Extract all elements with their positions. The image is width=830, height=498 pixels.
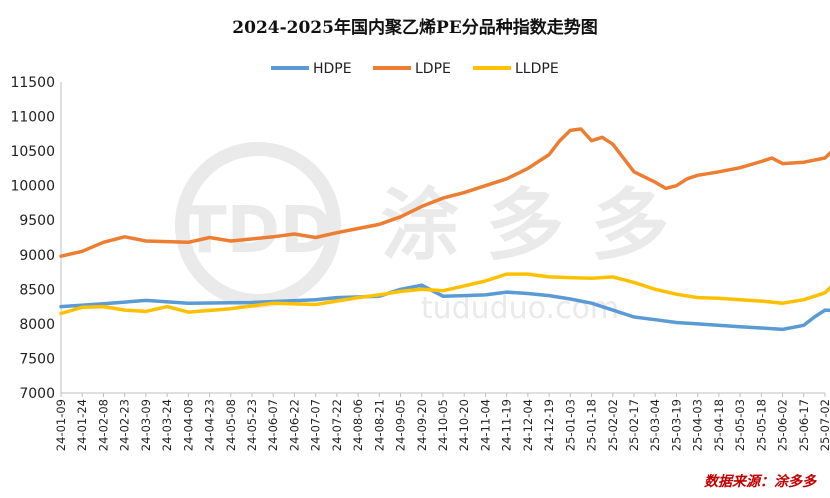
watermark-text: 涂 多 多 <box>381 181 669 271</box>
y-tick-label: 10000 <box>10 179 55 195</box>
x-tick-label: 25-04-03 <box>691 399 705 451</box>
x-tick-label: 24-05-23 <box>245 399 259 451</box>
x-tick-label: 24-06-07 <box>266 399 280 451</box>
y-tick-label: 9000 <box>19 248 55 264</box>
legend-label-hdpe: HDPE <box>313 61 352 77</box>
x-tick-label: 24-07-07 <box>309 399 323 451</box>
x-tick-label: 25-03-04 <box>648 399 662 451</box>
x-tick-label: 24-04-08 <box>181 399 195 451</box>
x-tick-label: 24-05-08 <box>224 399 238 451</box>
x-tick-label: 24-03-09 <box>139 399 153 451</box>
series-line-lldpe <box>59 272 830 316</box>
y-tick-label: 11000 <box>10 110 55 126</box>
x-tick-label: 25-06-02 <box>776 399 790 451</box>
y-tick-label: 7000 <box>19 386 55 402</box>
x-tick-label: 24-11-04 <box>478 399 492 451</box>
x-tick-label: 25-02-17 <box>627 399 641 451</box>
series-line-ldpe <box>59 127 830 258</box>
x-tick-label: 25-06-17 <box>797 399 811 451</box>
x-tick-label: 24-12-04 <box>521 399 535 451</box>
x-tick-label: 24-07-22 <box>330 399 344 451</box>
x-tick-label: 25-04-18 <box>712 399 726 451</box>
series-group <box>59 127 830 332</box>
x-tick-label: 25-05-03 <box>733 399 747 451</box>
x-tick-label: 24-01-09 <box>54 399 68 451</box>
y-tick-label: 11500 <box>10 75 55 91</box>
watermark-logo-text: TDD <box>183 194 333 268</box>
x-tick-label: 25-05-18 <box>754 399 768 451</box>
x-tick-label: 24-10-20 <box>457 399 471 451</box>
x-tick-label: 25-07-02 <box>818 399 830 451</box>
x-tick-label: 24-09-05 <box>394 399 408 451</box>
y-tick-label: 7500 <box>19 351 55 367</box>
x-tick-label: 24-04-23 <box>203 399 217 451</box>
x-tick-label: 25-03-19 <box>669 399 683 451</box>
y-tick-label: 8500 <box>19 282 55 298</box>
y-tick-label: 10500 <box>10 144 55 160</box>
x-tick-label: 24-03-24 <box>160 399 174 451</box>
legend: HDPE LDPE LLDPE <box>271 61 559 77</box>
y-tick-label: 8000 <box>19 317 55 333</box>
x-tick-label: 24-02-08 <box>96 399 110 451</box>
x-tick-label: 24-10-05 <box>436 399 450 451</box>
x-tick-label: 24-12-19 <box>542 399 556 451</box>
x-tick-label: 25-02-02 <box>606 399 620 451</box>
x-tick-label: 24-01-24 <box>75 399 89 451</box>
x-tick-label: 24-11-19 <box>500 399 514 451</box>
x-tick-label: 24-02-23 <box>118 399 132 451</box>
y-tick-label: 9500 <box>19 213 55 229</box>
x-tick-label: 24-06-22 <box>287 399 301 451</box>
x-tick-label: 24-08-21 <box>372 399 386 451</box>
legend-label-lldpe: LLDPE <box>515 61 559 77</box>
x-tick-label: 25-01-18 <box>585 399 599 451</box>
chart-title: 2024-2025年国内聚乙烯PE分品种指数走势图 <box>232 17 597 38</box>
x-tick-label: 24-09-20 <box>415 399 429 451</box>
legend-label-ldpe: LDPE <box>415 61 451 77</box>
source-note: 数据来源：涂多多 <box>704 473 817 490</box>
x-tick-label: 24-08-06 <box>351 399 365 451</box>
x-tick-label: 25-01-03 <box>563 399 577 451</box>
axes: 7000 7500 8000 8500 9000 9500 10000 10500 11000 1… <box>10 75 830 451</box>
